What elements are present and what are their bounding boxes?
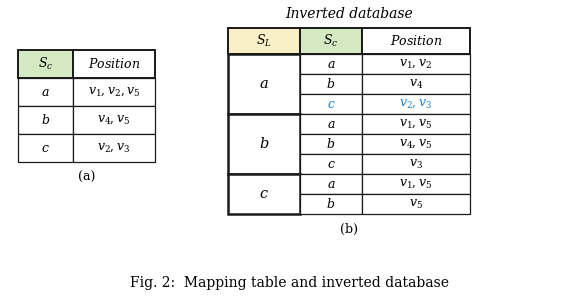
Text: $b$: $b$ [41, 113, 50, 127]
Text: $c$: $c$ [259, 187, 269, 201]
Text: $v_1, v_2$: $v_1, v_2$ [399, 57, 432, 70]
Bar [73, 134, 155, 162]
Bar [18, 106, 73, 134]
Bar [18, 134, 73, 162]
Bar [73, 78, 155, 106]
Text: $v_5$: $v_5$ [409, 197, 423, 210]
Bar [362, 134, 470, 154]
Bar [18, 50, 73, 78]
Text: $c$: $c$ [327, 157, 335, 170]
Text: Inverted database: Inverted database [285, 7, 413, 21]
Bar [228, 114, 300, 174]
Bar [300, 54, 362, 74]
Bar [362, 194, 470, 214]
Text: $v_2, v_3$: $v_2, v_3$ [97, 141, 131, 155]
Text: $b$: $b$ [259, 136, 269, 152]
Text: $S_L$: $S_L$ [256, 33, 272, 49]
Bar [362, 28, 470, 54]
Text: Fig. 2:  Mapping table and inverted database: Fig. 2: Mapping table and inverted datab… [129, 276, 449, 290]
Text: $a$: $a$ [41, 86, 50, 99]
Bar [73, 106, 155, 134]
Text: $v_4$: $v_4$ [409, 78, 423, 91]
Text: $a$: $a$ [327, 178, 335, 191]
Bar [362, 54, 470, 74]
Text: $Position$: $Position$ [390, 34, 442, 48]
Bar [300, 194, 362, 214]
Text: $Position$: $Position$ [88, 57, 140, 71]
Text: (a): (a) [78, 170, 95, 184]
Text: $v_1, v_5$: $v_1, v_5$ [399, 178, 432, 191]
Bar [362, 114, 470, 134]
Bar [300, 74, 362, 94]
Bar [300, 94, 362, 114]
Bar [228, 54, 300, 114]
Text: $a$: $a$ [327, 118, 335, 131]
Text: $v_4, v_5$: $v_4, v_5$ [399, 138, 432, 150]
Text: $v_1, v_2, v_5$: $v_1, v_2, v_5$ [88, 86, 140, 99]
Bar [228, 174, 300, 214]
Text: $v_3$: $v_3$ [409, 157, 423, 170]
Text: $b$: $b$ [327, 77, 336, 91]
Text: (b): (b) [340, 223, 358, 236]
Bar [300, 154, 362, 174]
Text: $S_c$: $S_c$ [38, 56, 53, 72]
Text: $v_1, v_5$: $v_1, v_5$ [399, 118, 432, 131]
Text: $a$: $a$ [327, 57, 335, 70]
Bar [300, 114, 362, 134]
Bar [300, 134, 362, 154]
Text: $S_c$: $S_c$ [323, 33, 339, 49]
Bar [362, 94, 470, 114]
Bar [18, 78, 73, 106]
Bar [73, 50, 155, 78]
Bar [362, 154, 470, 174]
Bar [362, 174, 470, 194]
Text: $b$: $b$ [327, 197, 336, 211]
Text: $a$: $a$ [259, 77, 269, 91]
Text: $b$: $b$ [327, 137, 336, 151]
Bar [300, 174, 362, 194]
Text: $v_4, v_5$: $v_4, v_5$ [97, 113, 131, 126]
Bar [362, 74, 470, 94]
Text: $c$: $c$ [327, 97, 335, 110]
Text: $c$: $c$ [41, 141, 50, 155]
Bar [228, 28, 300, 54]
Text: $v_2, v_3$: $v_2, v_3$ [399, 97, 432, 110]
Bar [300, 28, 362, 54]
